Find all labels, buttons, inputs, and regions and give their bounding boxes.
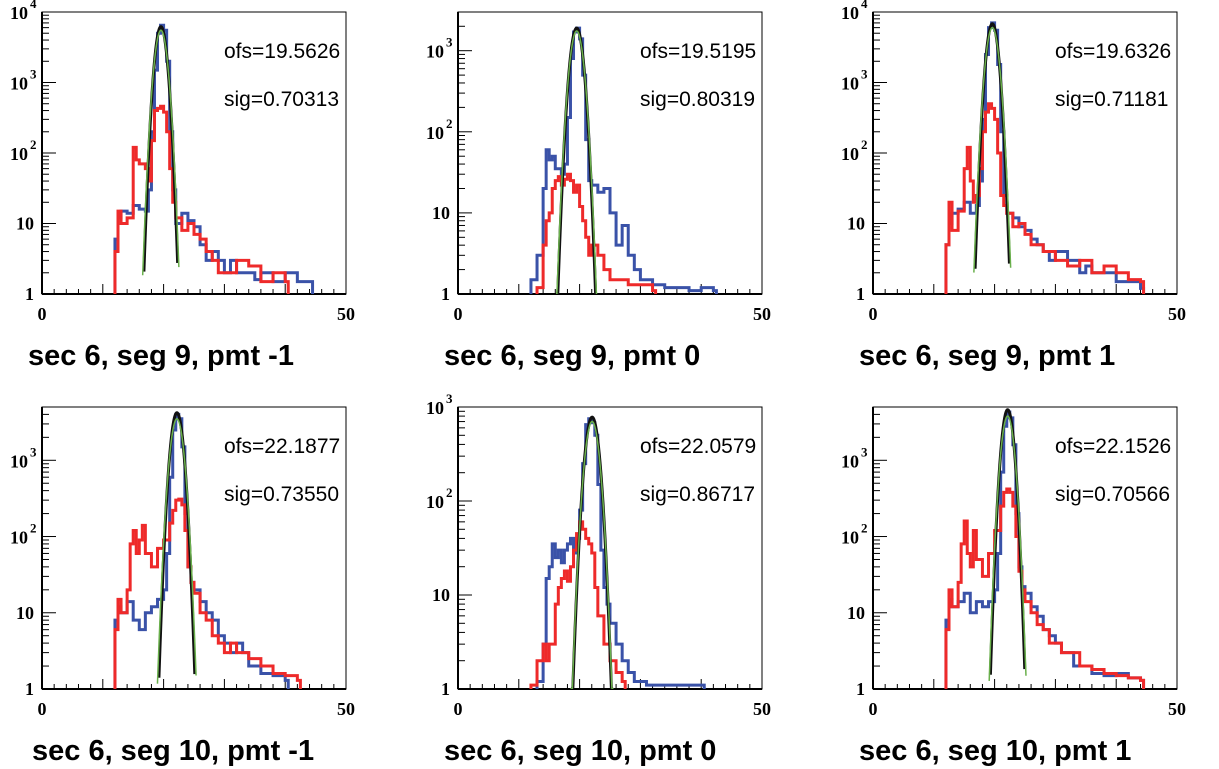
- green-fit-curve: [973, 26, 1012, 273]
- y-tick-exponent: 3: [446, 35, 453, 50]
- y-tick-exponent: 2: [30, 521, 37, 536]
- y-tick-label: 1: [25, 284, 34, 304]
- y-tick-exponent: 3: [861, 444, 868, 459]
- y-tick-label: 10: [426, 492, 444, 512]
- y-tick-label: 10: [432, 585, 450, 605]
- x-tick-label: 50: [753, 304, 771, 324]
- panel-title: sec 6, seg 10, pmt 1: [859, 735, 1131, 767]
- y-tick-label: 10: [10, 3, 28, 23]
- sigma-annotation: sig=0.80319: [640, 88, 755, 111]
- y-tick-label: 10: [841, 3, 859, 23]
- red-histogram-series: [944, 102, 1146, 294]
- sigma-annotation: sig=0.86717: [640, 483, 755, 506]
- panel-title: sec 6, seg 9, pmt 1: [859, 340, 1115, 372]
- y-tick-label: 10: [426, 398, 444, 418]
- offset-annotation: ofs=22.0579: [640, 435, 756, 458]
- black-fit-curve: [157, 411, 197, 678]
- green-fit-curve: [156, 418, 197, 684]
- sigma-annotation: sig=0.73550: [224, 483, 339, 506]
- blue-histogram-series: [113, 23, 315, 294]
- x-tick-label: 50: [337, 699, 355, 719]
- y-tick-label: 10: [426, 123, 444, 143]
- x-tick-label: 0: [454, 699, 463, 719]
- data-area: [113, 411, 302, 689]
- data-area: [944, 408, 1146, 689]
- offset-annotation: ofs=19.5195: [640, 40, 756, 63]
- x-tick-label: 0: [869, 699, 878, 719]
- y-tick-label: 1: [856, 679, 865, 699]
- y-tick-label: 1: [441, 679, 450, 699]
- x-tick-label: 50: [337, 304, 355, 324]
- offset-annotation: ofs=22.1877: [224, 435, 340, 458]
- data-area: [529, 415, 706, 689]
- y-tick-label: 10: [847, 603, 865, 623]
- x-tick-label: 0: [38, 304, 47, 324]
- red-histogram-series: [535, 172, 658, 294]
- blue-histogram-series: [535, 417, 706, 689]
- offset-annotation: ofs=19.5626: [224, 40, 340, 63]
- y-tick-label: 10: [841, 74, 859, 94]
- red-histogram-series: [944, 487, 1146, 689]
- panel-title: sec 6, seg 9, pmt 0: [444, 340, 700, 372]
- y-tick-exponent: 4: [30, 0, 37, 11]
- green-fit-curve: [988, 415, 1027, 681]
- y-tick-label: 10: [10, 74, 28, 94]
- x-tick-label: 50: [1168, 699, 1186, 719]
- x-tick-label: 50: [753, 699, 771, 719]
- offset-annotation: ofs=19.6326: [1055, 40, 1171, 63]
- x-tick-label: 50: [1168, 304, 1186, 324]
- y-tick-label: 1: [441, 284, 450, 304]
- y-tick-label: 10: [841, 144, 859, 164]
- x-tick-label: 0: [38, 699, 47, 719]
- y-tick-exponent: 3: [30, 67, 37, 82]
- green-fit-curve: [556, 30, 598, 294]
- y-tick-label: 10: [16, 214, 34, 234]
- sigma-annotation: sig=0.70566: [1055, 483, 1170, 506]
- y-tick-label: 10: [16, 603, 34, 623]
- y-tick-label: 10: [841, 528, 859, 548]
- green-fit-curve: [141, 29, 180, 276]
- y-tick-label: 10: [841, 451, 859, 471]
- panel-title: sec 6, seg 10, pmt 0: [444, 735, 716, 767]
- y-tick-label: 10: [10, 144, 28, 164]
- data-area: [944, 21, 1146, 294]
- y-tick-exponent: 2: [861, 521, 868, 536]
- sigma-annotation: sig=0.71181: [1055, 88, 1168, 111]
- red-histogram-series: [529, 520, 627, 689]
- x-tick-label: 0: [454, 304, 463, 324]
- y-tick-label: 1: [856, 284, 865, 304]
- y-tick-exponent: 2: [30, 137, 37, 152]
- y-tick-exponent: 2: [446, 116, 453, 131]
- green-fit-curve: [570, 420, 614, 689]
- data-area: [529, 26, 718, 294]
- panel-title: sec 6, seg 9, pmt -1: [28, 340, 294, 372]
- panel-title: sec 6, seg 10, pmt -1: [32, 735, 314, 767]
- y-tick-exponent: 3: [30, 444, 37, 459]
- red-histogram-series: [113, 104, 290, 294]
- red-histogram-series: [113, 497, 302, 689]
- y-tick-label: 10: [847, 214, 865, 234]
- offset-annotation: ofs=22.1526: [1055, 435, 1171, 458]
- y-tick-label: 10: [426, 42, 444, 62]
- data-area: [113, 23, 315, 294]
- y-tick-label: 10: [10, 528, 28, 548]
- y-tick-label: 10: [10, 451, 28, 471]
- y-tick-exponent: 3: [446, 391, 453, 406]
- y-tick-label: 10: [432, 203, 450, 223]
- y-tick-exponent: 3: [861, 67, 868, 82]
- y-tick-label: 1: [25, 679, 34, 699]
- x-tick-label: 0: [869, 304, 878, 324]
- y-tick-exponent: 2: [446, 485, 453, 500]
- y-tick-exponent: 2: [861, 137, 868, 152]
- sigma-annotation: sig=0.70313: [224, 88, 339, 111]
- y-tick-exponent: 4: [861, 0, 868, 11]
